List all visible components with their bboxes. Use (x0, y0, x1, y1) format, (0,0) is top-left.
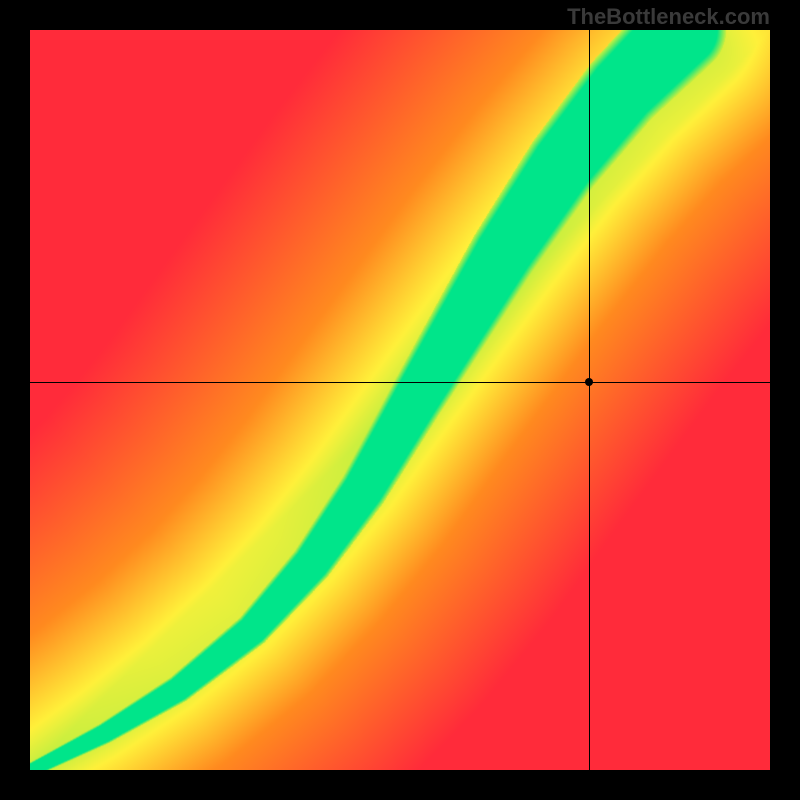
crosshair-marker-dot (585, 378, 593, 386)
crosshair-vertical (589, 30, 590, 770)
plot-area (30, 30, 770, 770)
watermark-text: TheBottleneck.com (567, 4, 770, 30)
crosshair-horizontal (30, 382, 770, 383)
heatmap-canvas (30, 30, 770, 770)
